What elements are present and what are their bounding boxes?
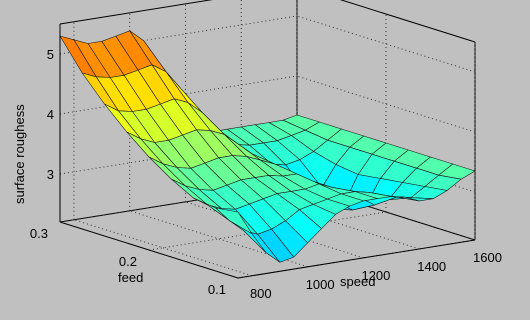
y-tick-label: 0.1 [208, 282, 226, 297]
x-tick-label: 1200 [361, 268, 390, 283]
x-tick-label: 1000 [306, 277, 335, 292]
back-edge-top [59, 0, 213, 25]
back-edge-top [339, 0, 476, 43]
y-tick-label: 0.3 [30, 226, 48, 241]
tick-labels: 800 1000 1200 1400 1600 0.1 0.2 0.3 3 4 5 [30, 47, 502, 301]
x-tick-label: 1600 [473, 250, 502, 265]
z-tick-label: 4 [47, 107, 54, 122]
y-tick-label: 0.2 [119, 254, 137, 269]
axes-box-front [59, 24, 476, 279]
front-edge-floor [237, 239, 476, 279]
x-axis-label: speed [340, 274, 375, 289]
y-axis-label: feed [118, 270, 143, 285]
x-tick-label: 800 [250, 286, 272, 301]
x-tick-label: 1400 [417, 259, 446, 274]
z-tick-label: 3 [47, 167, 54, 182]
z-tick-label: 5 [47, 47, 54, 62]
surface-patch [215, 207, 253, 235]
front-edge-floor [59, 221, 239, 279]
z-axis-label: surface roughess [12, 104, 27, 204]
surface-mesh [59, 30, 476, 263]
grid-line [73, 219, 253, 277]
